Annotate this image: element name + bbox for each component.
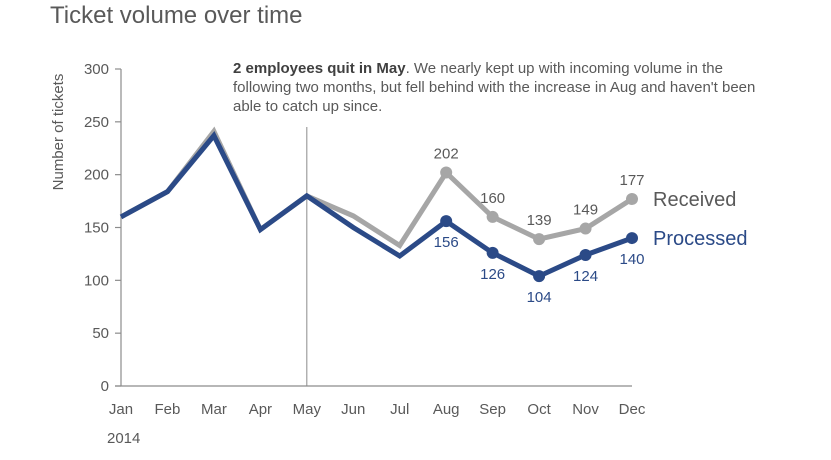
processed-point bbox=[626, 232, 638, 245]
x-tick-label: Aug bbox=[433, 401, 460, 418]
x-tick-label: Jun bbox=[341, 401, 365, 418]
processed-data-label: 140 bbox=[619, 251, 644, 268]
x-tick-label: Mar bbox=[201, 401, 227, 418]
received-data-label: 149 bbox=[573, 202, 598, 219]
received-series-label: Received bbox=[653, 189, 736, 211]
x-tick-label: Nov bbox=[572, 401, 599, 418]
y-tick-label: 200 bbox=[84, 167, 109, 184]
received-point bbox=[626, 192, 638, 205]
received-point bbox=[440, 166, 453, 179]
processed-point bbox=[486, 246, 499, 259]
chart-title: Ticket volume over time bbox=[50, 2, 303, 29]
processed-data-label: 156 bbox=[434, 234, 459, 251]
received-data-label: 160 bbox=[480, 190, 505, 207]
processed-data-label: 104 bbox=[527, 289, 552, 306]
series-lines bbox=[119, 126, 638, 283]
received-point bbox=[486, 210, 499, 223]
processed-data-label: 124 bbox=[573, 268, 598, 285]
y-axis-title: Number of tickets bbox=[50, 74, 67, 191]
received-data-label: 139 bbox=[527, 212, 552, 229]
y-tick-label: 150 bbox=[84, 220, 109, 237]
x-tick-label: Jul bbox=[390, 401, 409, 418]
y-tick-label: 250 bbox=[84, 114, 109, 131]
received-point bbox=[533, 233, 546, 246]
received-data-label: 177 bbox=[619, 172, 644, 189]
year-label: 2014 bbox=[107, 430, 140, 447]
y-tick-label: 50 bbox=[92, 325, 109, 342]
x-tick-label: Oct bbox=[527, 401, 551, 418]
annotation-bold: 2 employees quit in May bbox=[233, 60, 406, 77]
x-tick-label: Feb bbox=[155, 401, 181, 418]
y-tick-label: 0 bbox=[101, 378, 109, 395]
processed-data-label: 126 bbox=[480, 266, 505, 283]
processed-line bbox=[119, 131, 633, 279]
data-labels: 202 160 139 149 177 Received 156 126 104 124 140 Pr… bbox=[434, 146, 748, 307]
x-tick-label: May bbox=[293, 401, 322, 418]
received-line bbox=[119, 126, 634, 249]
annotation: 2 employees quit in May. We nearly kept … bbox=[233, 59, 773, 116]
y-tick-label: 100 bbox=[84, 272, 109, 289]
x-tick-label: Apr bbox=[249, 401, 272, 418]
x-tick-label: Jan bbox=[109, 401, 133, 418]
annotation-text: . We nearly kept up with incoming volume… bbox=[233, 60, 756, 115]
processed-point bbox=[579, 248, 592, 261]
x-tick-label: Dec bbox=[619, 401, 646, 418]
received-point bbox=[579, 222, 592, 235]
axes: 0 50 100 150 200 250 300 Jan Feb Mar Apr May Jun Jul A… bbox=[50, 61, 646, 447]
x-tick-label: Sep bbox=[479, 401, 506, 418]
y-tick-label: 300 bbox=[84, 61, 109, 78]
processed-point bbox=[440, 215, 453, 228]
received-data-label: 202 bbox=[434, 146, 459, 163]
processed-series-label: Processed bbox=[653, 228, 748, 250]
processed-point bbox=[533, 270, 546, 283]
